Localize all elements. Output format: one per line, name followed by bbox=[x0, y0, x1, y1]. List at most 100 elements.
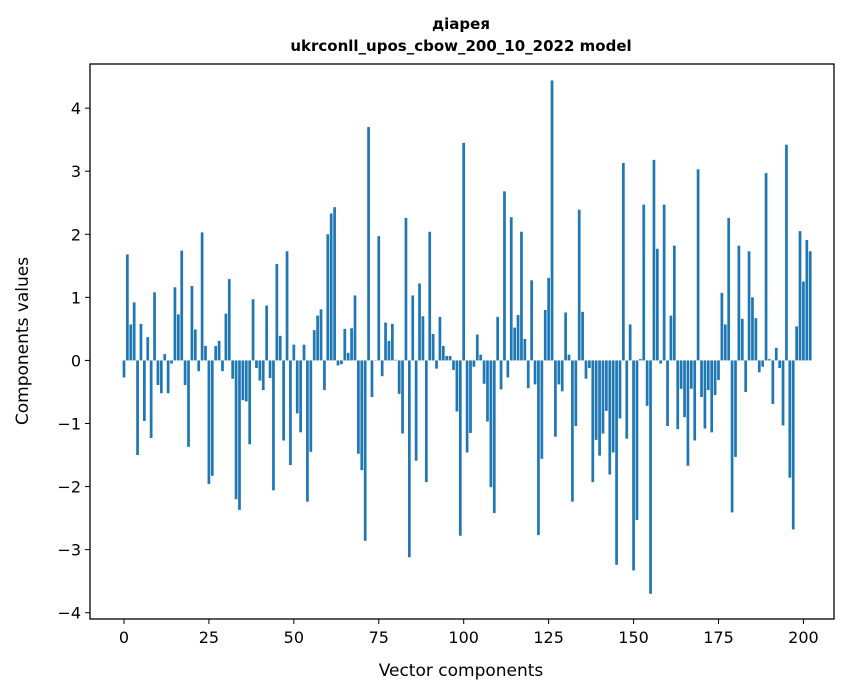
bar-37 bbox=[248, 360, 252, 445]
bar-189 bbox=[764, 173, 768, 361]
bar-4 bbox=[136, 360, 139, 456]
bar-77 bbox=[384, 322, 387, 361]
bar-197 bbox=[791, 360, 795, 530]
bar-119 bbox=[526, 360, 530, 389]
bars-group bbox=[122, 80, 812, 594]
bar-5 bbox=[139, 323, 143, 361]
bar-171 bbox=[703, 360, 707, 429]
bar-55 bbox=[309, 360, 313, 452]
bar-84 bbox=[407, 360, 411, 558]
bar-27 bbox=[214, 345, 218, 361]
bar-123 bbox=[540, 360, 544, 459]
y-tick-label: 1 bbox=[71, 288, 81, 307]
bar-118 bbox=[523, 338, 527, 361]
bar-112 bbox=[503, 191, 506, 361]
bar-46 bbox=[278, 335, 282, 361]
bar-106 bbox=[482, 360, 486, 384]
bar-92 bbox=[435, 360, 438, 369]
bar-66 bbox=[346, 352, 350, 361]
bar-23 bbox=[200, 232, 204, 361]
bar-166 bbox=[686, 360, 690, 466]
bar-132 bbox=[571, 360, 574, 502]
bar-96 bbox=[448, 356, 452, 361]
bar-180 bbox=[734, 360, 737, 457]
bar-89 bbox=[424, 360, 428, 483]
bar-190 bbox=[768, 359, 771, 361]
bar-107 bbox=[486, 360, 489, 422]
bar-187 bbox=[757, 360, 761, 373]
bar-162 bbox=[672, 245, 676, 361]
chart-title-line1: діарея bbox=[432, 15, 490, 33]
bar-68 bbox=[353, 295, 357, 361]
y-tick-label: −1 bbox=[57, 414, 81, 433]
bar-167 bbox=[689, 360, 693, 389]
y-tick-label: 3 bbox=[71, 162, 81, 181]
bar-8 bbox=[149, 360, 153, 438]
bar-99 bbox=[458, 360, 462, 536]
bar-200 bbox=[802, 281, 805, 361]
bar-133 bbox=[574, 360, 578, 427]
bar-192 bbox=[774, 347, 778, 361]
bar-172 bbox=[706, 360, 710, 391]
bar-48 bbox=[285, 251, 289, 361]
bar-188 bbox=[761, 360, 765, 367]
bar-141 bbox=[601, 360, 605, 434]
bar-139 bbox=[594, 360, 598, 440]
bar-69 bbox=[357, 360, 360, 454]
bar-174 bbox=[713, 360, 717, 396]
bar-183 bbox=[744, 360, 748, 392]
bar-67 bbox=[350, 328, 353, 361]
bar-168 bbox=[693, 360, 697, 441]
y-tick-label: −4 bbox=[57, 604, 81, 623]
bar-101 bbox=[465, 360, 469, 453]
bar-85 bbox=[411, 295, 415, 361]
bar-184 bbox=[747, 251, 751, 361]
bar-127 bbox=[554, 360, 557, 437]
bar-121 bbox=[533, 360, 537, 385]
bar-186 bbox=[754, 318, 758, 361]
bar-147 bbox=[622, 163, 625, 361]
bar-41 bbox=[261, 360, 265, 391]
bar-14 bbox=[170, 360, 173, 364]
bar-198 bbox=[795, 326, 798, 361]
bar-152 bbox=[639, 359, 642, 361]
bar-104 bbox=[475, 334, 479, 361]
bar-181 bbox=[737, 245, 741, 361]
bar-35 bbox=[241, 360, 245, 401]
bar-49 bbox=[289, 360, 292, 466]
bar-70 bbox=[360, 360, 364, 471]
y-axis-label: Components values bbox=[13, 257, 33, 425]
bar-26 bbox=[210, 360, 214, 476]
bar-134 bbox=[577, 209, 581, 361]
bar-117 bbox=[520, 231, 523, 361]
bar-56 bbox=[312, 330, 316, 361]
bar-113 bbox=[506, 360, 510, 378]
bar-58 bbox=[319, 309, 323, 361]
bar-169 bbox=[696, 169, 700, 361]
bar-201 bbox=[805, 239, 809, 361]
bar-51 bbox=[295, 360, 299, 414]
bar-91 bbox=[431, 333, 435, 361]
bar-136 bbox=[584, 360, 588, 379]
bar-83 bbox=[404, 217, 408, 361]
bar-2 bbox=[129, 324, 133, 361]
bar-202 bbox=[808, 251, 812, 361]
bar-124 bbox=[543, 309, 547, 361]
bar-131 bbox=[567, 354, 571, 361]
bar-150 bbox=[632, 360, 635, 571]
bar-33 bbox=[234, 360, 238, 500]
bar-176 bbox=[720, 292, 724, 361]
bar-199 bbox=[798, 231, 802, 361]
bar-7 bbox=[146, 337, 150, 361]
plot-frame bbox=[89, 63, 835, 620]
bar-3 bbox=[132, 302, 136, 361]
bar-115 bbox=[513, 327, 517, 361]
bar-30 bbox=[224, 313, 228, 361]
bar-159 bbox=[662, 204, 666, 361]
bar-175 bbox=[717, 360, 720, 380]
bar-111 bbox=[499, 360, 503, 390]
bar-53 bbox=[302, 344, 306, 361]
bar-43 bbox=[268, 360, 272, 379]
bar-148 bbox=[625, 360, 629, 439]
bar-31 bbox=[227, 279, 231, 361]
